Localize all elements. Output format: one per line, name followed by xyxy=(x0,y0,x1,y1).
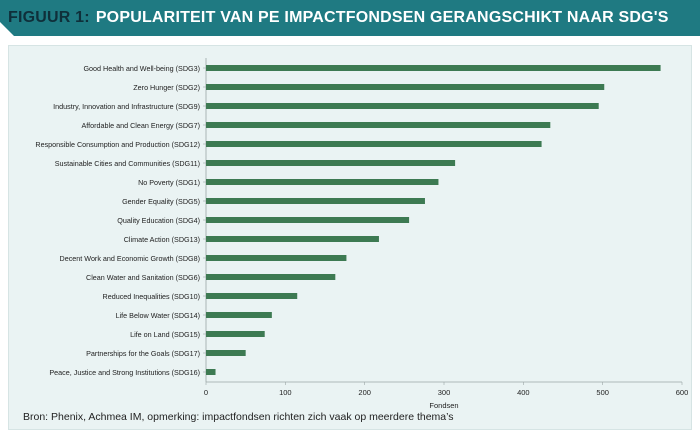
bar xyxy=(206,255,347,261)
x-tick-label: 100 xyxy=(279,388,292,397)
category-label: Quality Education (SDG4) xyxy=(117,216,200,225)
category-label: Gender Equality (SDG5) xyxy=(122,197,200,206)
bar xyxy=(206,293,298,299)
bar xyxy=(206,122,551,128)
category-label: Climate Action (SDG13) xyxy=(124,235,200,244)
category-label: Life on Land (SDG15) xyxy=(130,330,200,339)
bar xyxy=(206,179,439,185)
bar xyxy=(206,160,456,166)
x-tick-label: 0 xyxy=(204,388,208,397)
category-label: Good Health and Well-being (SDG3) xyxy=(83,64,200,73)
category-label: Zero Hunger (SDG2) xyxy=(133,83,200,92)
bar-chart: Good Health and Well-being (SDG3) Zero Hu… xyxy=(35,58,689,410)
chart-panel: Good Health and Well-being (SDG3) Zero Hu… xyxy=(8,45,692,430)
bar xyxy=(206,103,599,109)
x-tick-label: 400 xyxy=(517,388,530,397)
category-label: Partnerships for the Goals (SDG17) xyxy=(86,349,200,358)
category-label: Responsible Consumption and Production (… xyxy=(35,140,200,149)
category-label: No Poverty (SDG1) xyxy=(138,178,200,187)
bar xyxy=(206,65,661,71)
bar xyxy=(206,236,379,242)
x-tick-label: 200 xyxy=(358,388,371,397)
bar xyxy=(206,141,542,147)
figure-title-line: FIGUUR 1: POPULARITEIT VAN PE IMPACTFONDS… xyxy=(8,9,669,27)
category-label: Sustainable Cities and Communities (SDG1… xyxy=(55,159,200,168)
bar xyxy=(206,274,336,280)
bar xyxy=(206,312,272,318)
bar xyxy=(206,369,216,375)
x-tick-label: 300 xyxy=(438,388,451,397)
x-tick-label: 500 xyxy=(596,388,609,397)
figure-title: POPULARITEIT VAN PE IMPACTFONDSEN GERANG… xyxy=(95,9,669,26)
category-label: Industry, Innovation and Infrastructure … xyxy=(53,102,200,111)
category-label: Reduced Inequalities (SDG10) xyxy=(103,292,200,301)
x-axis-title: Fondsen xyxy=(429,401,458,410)
source-note: Bron: Phenix, Achmea IM, opmerking: impa… xyxy=(23,411,454,423)
bar xyxy=(206,198,425,204)
bar xyxy=(206,217,410,223)
category-label: Peace, Justice and Strong Institutions (… xyxy=(49,368,200,377)
figure-label: FIGUUR 1: xyxy=(8,9,90,26)
bar xyxy=(206,350,246,356)
category-label: Affordable and Clean Energy (SDG7) xyxy=(81,121,200,130)
x-tick-label: 600 xyxy=(676,388,689,397)
category-label: Life Below Water (SDG14) xyxy=(116,311,200,320)
bar xyxy=(206,331,265,337)
figure-header: FIGUUR 1: POPULARITEIT VAN PE IMPACTFONDS… xyxy=(0,0,700,36)
bar xyxy=(206,84,605,90)
category-label: Decent Work and Economic Growth (SDG8) xyxy=(60,254,200,263)
category-label: Clean Water and Sanitation (SDG6) xyxy=(86,273,200,282)
